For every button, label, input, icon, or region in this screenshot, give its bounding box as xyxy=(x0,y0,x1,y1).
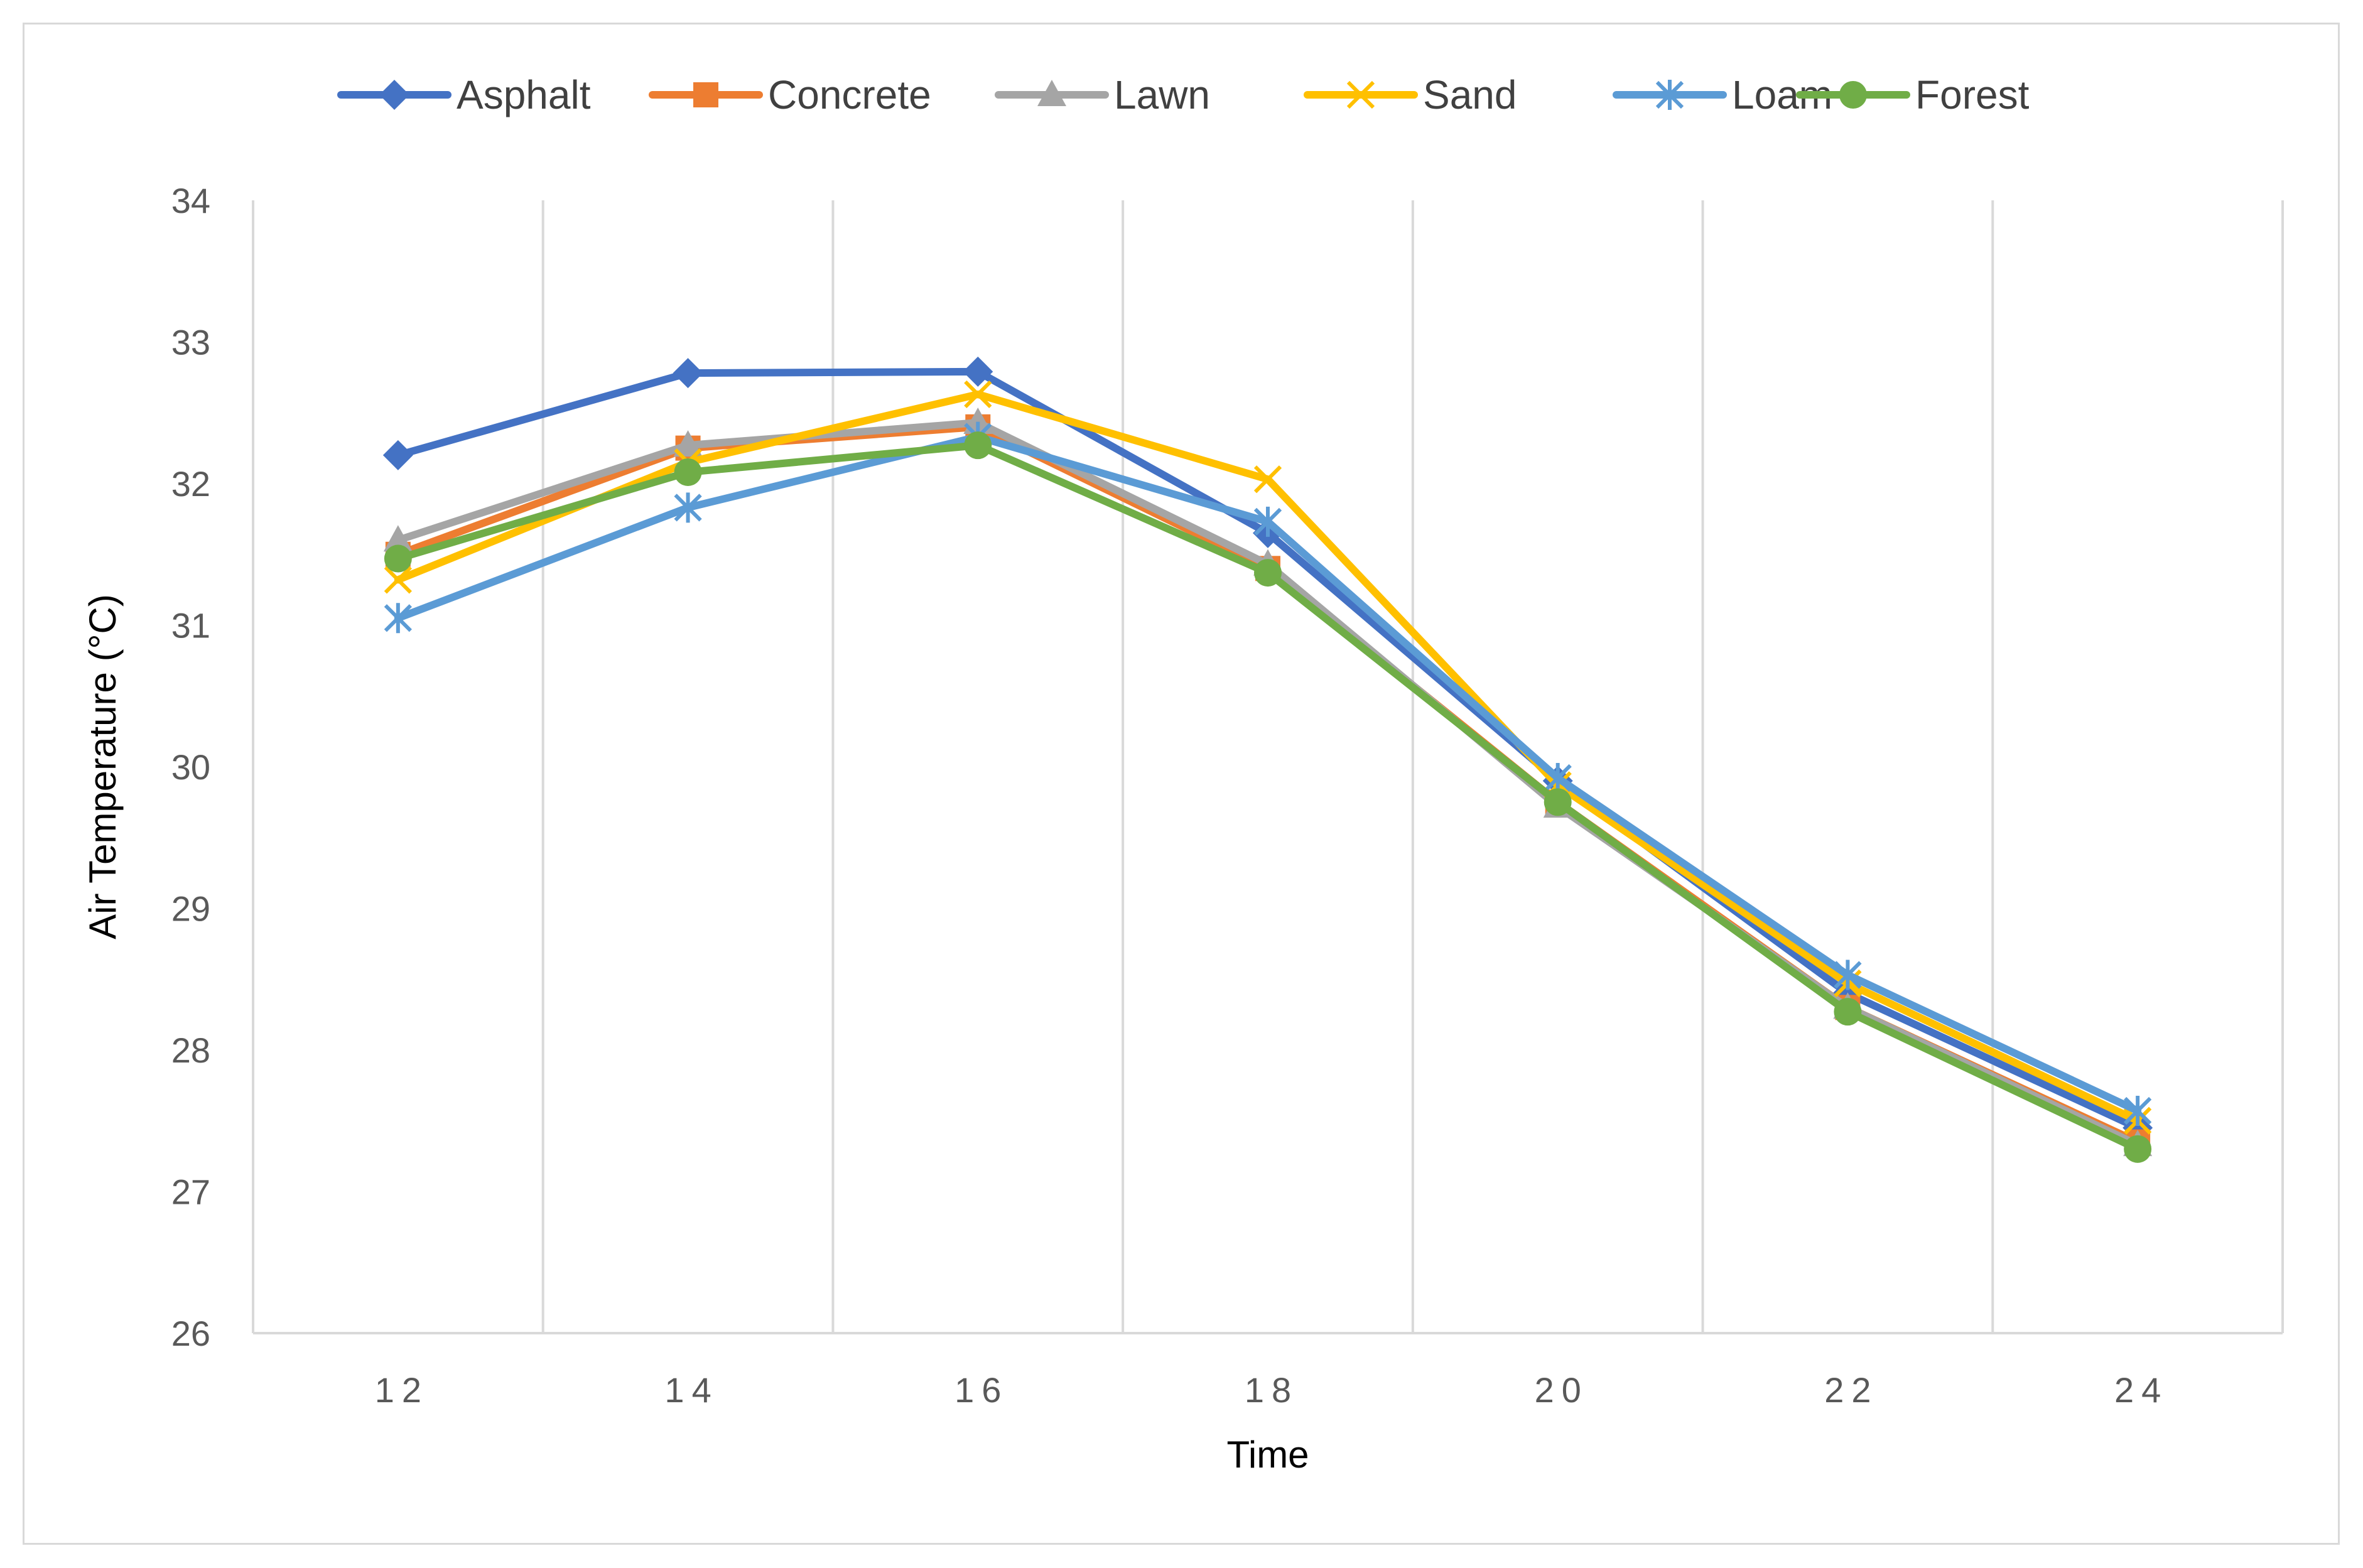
data-point-forest xyxy=(1834,998,1862,1026)
legend-marker-concrete xyxy=(693,82,718,107)
chart-frame: 26 27 28 29 30 31 32 33 34 12 14 16 18 20 22 24 Asphalt… xyxy=(23,23,2340,1545)
y-tick-label: 27 xyxy=(171,1172,210,1212)
series-sand xyxy=(384,380,2152,1135)
x-tick-label: 16 xyxy=(954,1370,1008,1410)
legend-marker-lawn xyxy=(1037,80,1066,106)
data-point-sand xyxy=(1253,465,1282,494)
legend: Asphalt Concrete Lawn Sand Loam Forest xyxy=(337,72,2030,117)
data-point-forest xyxy=(384,544,412,573)
x-tick-label: 24 xyxy=(2114,1370,2168,1410)
x-tick-label: 20 xyxy=(1535,1370,1589,1410)
data-point-forest xyxy=(674,458,702,486)
axes: 26 27 28 29 30 31 32 33 34 12 14 16 18 20 22 24 xyxy=(171,181,2284,1410)
series-line-asphalt xyxy=(394,367,2142,1132)
y-tick-label: 28 xyxy=(171,1030,210,1070)
data-point-loam xyxy=(1834,960,1862,990)
data-point-lawn xyxy=(673,430,703,457)
line-chart: 26 27 28 29 30 31 32 33 34 12 14 16 18 20 22 24 Asphalt… xyxy=(82,72,2284,1476)
data-point-forest xyxy=(2124,1135,2152,1163)
legend-label-sand: Sand xyxy=(1423,72,1517,117)
x-tick-label: 22 xyxy=(1824,1370,1878,1410)
data-point-loam xyxy=(1253,506,1282,537)
data-point-asphalt xyxy=(673,358,703,389)
data-point-lawn xyxy=(383,525,413,552)
data-point-sand xyxy=(384,566,412,594)
x-tick-label: 12 xyxy=(375,1370,429,1410)
legend-label-forest: Forest xyxy=(1915,72,2030,117)
y-tick-label: 26 xyxy=(171,1314,210,1353)
gridlines xyxy=(541,200,1994,1333)
legend-item-asphalt: Asphalt xyxy=(337,72,591,117)
data-point-sand xyxy=(964,380,992,409)
x-axis-title: Time xyxy=(1226,1434,1309,1476)
data-point-loam xyxy=(2124,1095,2152,1126)
legend-label-lawn: Lawn xyxy=(1114,72,1210,117)
series-loam xyxy=(384,421,2152,1126)
x-tick-label: 18 xyxy=(1245,1370,1299,1410)
data-point-asphalt xyxy=(382,440,413,470)
x-tick-label: 14 xyxy=(664,1370,718,1410)
y-tick-label: 29 xyxy=(171,889,210,929)
legend-label-asphalt: Asphalt xyxy=(457,72,591,117)
data-point-forest xyxy=(1254,559,1282,587)
legend-item-concrete: Concrete xyxy=(649,72,931,117)
series xyxy=(382,356,2153,1163)
legend-item-forest: Forest xyxy=(1796,72,2030,117)
legend-label-concrete: Concrete xyxy=(768,72,931,117)
legend-marker-sand xyxy=(1346,80,1375,109)
y-tick-label: 31 xyxy=(171,606,210,646)
legend-item-lawn: Lawn xyxy=(995,72,1210,117)
data-point-asphalt xyxy=(963,356,993,387)
y-tick-label: 33 xyxy=(171,323,210,362)
legend-marker-forest xyxy=(1839,81,1867,109)
data-point-forest xyxy=(964,431,992,460)
data-point-loam xyxy=(1544,763,1572,794)
data-point-loam xyxy=(674,492,702,523)
y-axis-title: Air Temperature (°C) xyxy=(82,594,124,939)
legend-item-sand: Sand xyxy=(1304,72,1517,117)
data-point-loam xyxy=(384,603,412,634)
series-forest xyxy=(384,431,2152,1163)
legend-marker-asphalt xyxy=(379,80,409,110)
legend-marker-loam xyxy=(1655,80,1684,110)
series-line-sand xyxy=(394,390,2142,1125)
data-point-forest xyxy=(1544,788,1572,816)
y-tick-label: 30 xyxy=(171,747,210,787)
y-tick-label: 32 xyxy=(171,464,210,504)
y-tick-label: 34 xyxy=(171,181,210,220)
